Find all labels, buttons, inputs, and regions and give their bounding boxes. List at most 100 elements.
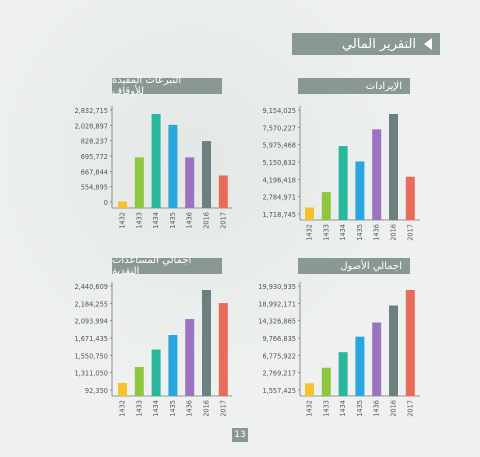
bar — [134, 157, 144, 208]
category-label: 1432 — [119, 212, 127, 229]
category-label: 1435 — [169, 212, 177, 229]
bar — [355, 336, 365, 396]
category-label: 1435 — [169, 400, 177, 417]
bar — [151, 114, 161, 208]
tick-label: 667,844 — [81, 168, 108, 176]
tick-label: 828,237 — [81, 138, 108, 146]
category-label: 1433 — [322, 224, 330, 241]
category-label: 1433 — [135, 400, 143, 417]
tick-label: 1,718,745 — [262, 211, 296, 219]
category-label: 2016 — [390, 224, 398, 241]
tick-label: 1,311,050 — [74, 370, 108, 378]
bar — [372, 129, 382, 220]
tick-label: 2,440,609 — [74, 283, 108, 291]
tick-label: 7,570,227 — [262, 124, 296, 132]
category-label: 2016 — [203, 400, 211, 417]
tick-label: 4,196,418 — [262, 176, 296, 184]
category-label: 1433 — [135, 212, 143, 229]
tick-label: 6,775,922 — [262, 352, 296, 360]
category-label: 1436 — [186, 400, 194, 417]
bar — [372, 322, 382, 396]
tick-label: 18,992,171 — [258, 300, 296, 308]
tick-label: 695,772 — [81, 153, 108, 161]
chart-title-text: الإيرادات — [365, 80, 402, 92]
bar — [321, 367, 331, 396]
tick-label: 92,350 — [85, 387, 108, 395]
chart-revenue: 9,154,025 7,570,227 5,975,468 5,150,632 4,19… — [262, 106, 420, 241]
bar — [218, 303, 228, 396]
tick-label: 2,832,715 — [74, 107, 108, 115]
category-label: 1434 — [152, 400, 160, 417]
bar — [168, 124, 178, 208]
tick-label: 9,154,025 — [262, 107, 296, 115]
category-label: 1434 — [339, 400, 347, 417]
bar — [218, 175, 228, 208]
chart-title-cash-aid: اجمالي المساعدات النقدية — [112, 255, 222, 277]
bar — [168, 335, 178, 396]
tick-label: 1,671,435 — [74, 335, 108, 343]
category-label: 1435 — [356, 224, 364, 241]
bar — [405, 290, 415, 396]
tick-label: 1,550,750 — [74, 352, 108, 360]
tick-label: 554,895 — [81, 184, 108, 192]
bar — [202, 290, 211, 396]
tick-label: 0 — [104, 199, 108, 207]
bar — [305, 383, 314, 396]
category-label: 2016 — [390, 400, 398, 417]
category-label: 2017 — [219, 400, 227, 417]
arrow-left-icon — [424, 38, 432, 50]
category-label: 1436 — [373, 224, 381, 241]
chart-donations: 2,832,715 2,028,897 828,237 695,772 667,844 5… — [74, 106, 232, 229]
bar — [118, 201, 127, 208]
bar — [134, 366, 144, 396]
category-label: 1433 — [322, 400, 330, 417]
chart-cash-aid: 2,440,609 2,184,255 2,093,994 1,671,435 1,55… — [74, 282, 232, 417]
tick-label: 1,557,425 — [262, 387, 296, 395]
category-label: 2017 — [406, 224, 414, 241]
bar — [389, 305, 398, 396]
bar — [338, 146, 348, 220]
chart-title-text: التبرعات المفيدة للأوقاف — [112, 75, 182, 97]
page-title: التقرير المالي — [341, 36, 416, 52]
category-label: 1432 — [119, 400, 127, 417]
tick-label: 5,975,468 — [262, 142, 296, 150]
category-label: 1432 — [306, 224, 314, 241]
bar — [185, 319, 195, 396]
tick-label: 2,784,971 — [262, 194, 296, 202]
chart-total-assets: 19,930,935 18,992,171 14,326,865 9,766,835 6… — [258, 282, 420, 417]
category-label: 1432 — [306, 400, 314, 417]
category-label: 1436 — [373, 400, 381, 417]
category-label: 1435 — [356, 400, 364, 417]
bar — [305, 207, 314, 220]
bar — [185, 157, 195, 208]
category-label: 1434 — [339, 224, 347, 241]
tick-label: 14,326,865 — [258, 318, 296, 326]
tick-label: 2,184,255 — [74, 300, 108, 308]
bar — [151, 349, 161, 396]
bar — [321, 192, 331, 220]
chart-title-donations: التبرعات المفيدة للأوقاف — [112, 75, 222, 97]
tick-label: 19,930,935 — [258, 283, 296, 291]
bar — [118, 382, 127, 396]
page-title-box: التقرير المالي — [292, 33, 440, 55]
tick-label: 2,769,217 — [262, 370, 296, 378]
chart-title-revenue: الإيرادات — [298, 78, 410, 94]
category-label: 2017 — [219, 212, 227, 229]
bar — [389, 114, 398, 220]
category-label: 2017 — [406, 400, 414, 417]
tick-label: 5,150,632 — [262, 159, 296, 167]
chart-title-total-assets: اجمالي الأصول — [298, 258, 410, 274]
chart-title-text: اجمالي المساعدات النقدية — [112, 255, 192, 277]
tick-label: 2,028,897 — [74, 122, 108, 130]
bar — [405, 176, 415, 220]
tick-label: 2,093,994 — [74, 318, 108, 326]
category-label: 2016 — [203, 212, 211, 229]
category-label: 1434 — [152, 212, 160, 229]
category-label: 1436 — [186, 212, 194, 229]
bar — [202, 141, 211, 208]
chart-title-text: اجمالي الأصول — [340, 260, 402, 272]
tick-label: 9,766,835 — [262, 335, 296, 343]
bar — [355, 161, 365, 220]
bar — [338, 352, 348, 396]
